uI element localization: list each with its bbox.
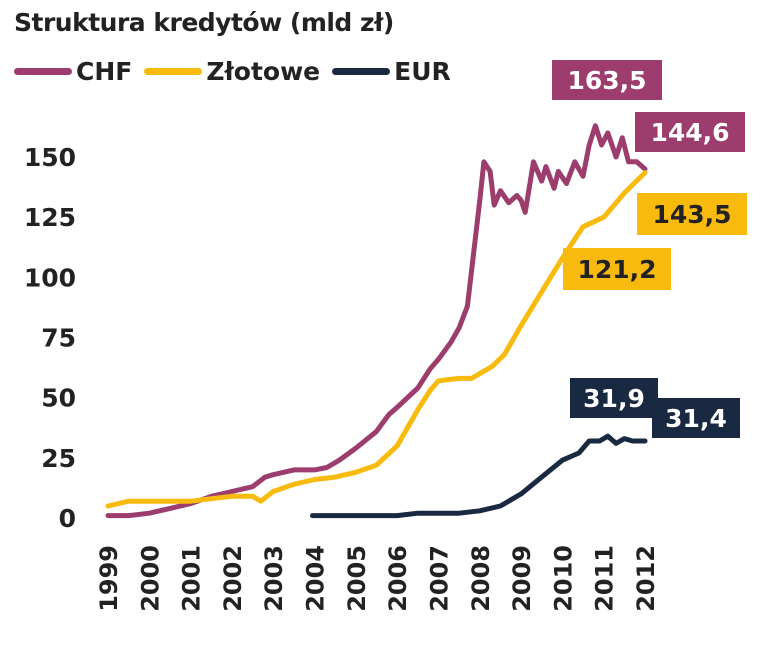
legend-swatch-zlotowe	[144, 67, 203, 75]
label-zlotowe-end: 143,5	[652, 200, 731, 229]
legend-swatch-eur	[332, 67, 391, 75]
x-tick-label: 2004	[302, 545, 330, 612]
x-tick-label: 2005	[343, 545, 371, 612]
series-line-chf	[105, 123, 648, 519]
x-tick-label: 2011	[591, 545, 619, 612]
x-tick-label: 2012	[632, 545, 660, 612]
legend: CHF Złotowe EUR	[14, 54, 463, 88]
y-tick-label: 150	[24, 143, 76, 172]
series-line-eur	[310, 433, 648, 519]
x-tick-label: 2010	[549, 545, 577, 612]
legend-item-eur: EUR	[332, 57, 451, 86]
label-eur-max-box	[570, 378, 658, 418]
label-chf-end: 144,6	[650, 118, 729, 147]
legend-label-chf: CHF	[76, 56, 133, 86]
label-zlotowe-mid: 121,2	[577, 255, 656, 284]
x-tick-label: 2007	[425, 545, 453, 612]
label-chf-end-box	[635, 112, 745, 152]
x-tick-label: 2000	[136, 545, 164, 612]
x-tick-label: 2009	[508, 545, 536, 612]
label-eur-end-box	[652, 398, 740, 438]
label-chf-max-box	[552, 60, 662, 100]
legend-label-zlotowe: Złotowe	[206, 56, 321, 86]
legend-item-zlotowe: Złotowe	[144, 57, 320, 86]
x-tick-label: 1999	[95, 545, 123, 612]
legend-swatch-chf	[14, 67, 72, 75]
chart-title: Struktura kredytów (mld zł)	[14, 8, 394, 37]
y-tick-label: 50	[41, 384, 76, 413]
label-eur-max: 31,9	[583, 384, 645, 413]
legend-item-chf: CHF	[14, 57, 132, 86]
legend-label-eur: EUR	[394, 56, 451, 86]
label-zlotowe-end-box	[637, 193, 747, 235]
x-tick-label: 2003	[260, 545, 288, 612]
x-tick-label: 2006	[384, 545, 412, 612]
y-tick-label: 75	[41, 324, 76, 353]
x-tick-label: 2008	[467, 545, 495, 612]
y-tick-label: 125	[24, 203, 76, 232]
series-line-zlotowe	[105, 170, 648, 509]
y-tick-label: 0	[59, 504, 76, 533]
y-tick-label: 100	[24, 263, 76, 292]
y-tick-label: 25	[41, 444, 76, 473]
x-tick-label: 2001	[178, 545, 206, 612]
label-zlotowe-mid-box	[563, 248, 671, 290]
label-chf-max: 163,5	[567, 66, 646, 95]
label-eur-end: 31,4	[665, 404, 727, 433]
x-tick-label: 2002	[219, 545, 247, 612]
